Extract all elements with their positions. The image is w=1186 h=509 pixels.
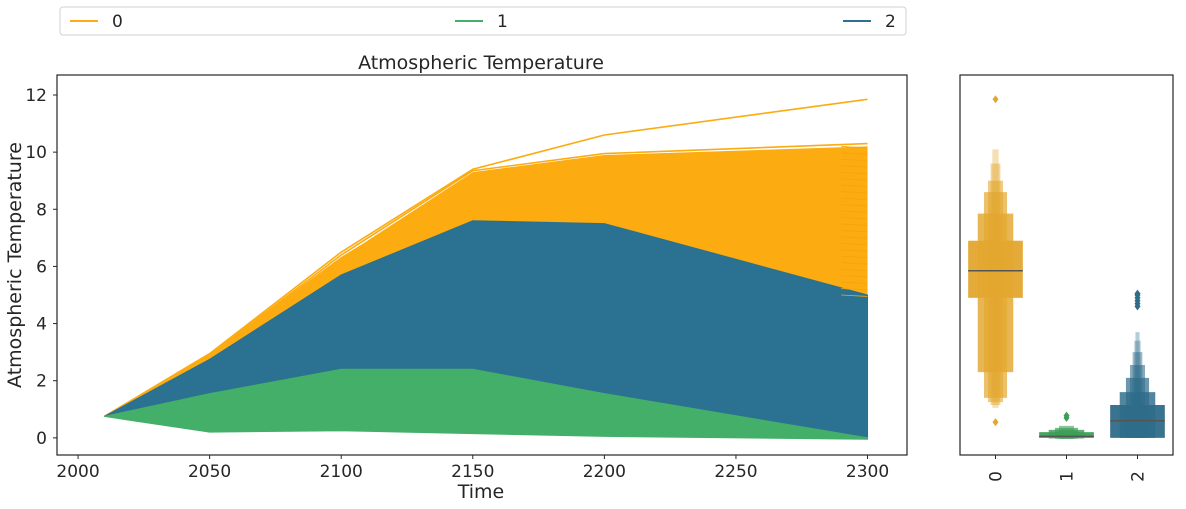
series-0-fringe bbox=[841, 152, 868, 155]
series-0-fringe bbox=[841, 275, 868, 278]
cat-tick-label-2: 2 bbox=[1129, 471, 1149, 482]
legend: 0 1 2 bbox=[59, 6, 907, 36]
series-0-fringe bbox=[841, 191, 868, 194]
y-tick-label: 12 bbox=[25, 86, 47, 106]
main-plot: 2000 2050 2100 2150 2200 2250 2300 0 2 4 6 8 10 12 bbox=[25, 74, 908, 482]
series-0-fringe bbox=[841, 255, 868, 259]
series-0-band bbox=[104, 146, 868, 417]
series-0-fringe bbox=[841, 204, 868, 207]
side-plot-frame bbox=[959, 74, 1174, 456]
y-tick-label: 8 bbox=[36, 200, 47, 220]
series-0-fringe bbox=[841, 268, 868, 271]
x-tick-label: 2050 bbox=[188, 462, 231, 482]
boxen-0-level-5 bbox=[992, 149, 999, 408]
main-plot-frame bbox=[56, 74, 908, 456]
chart-title: Atmospheric Temperature bbox=[358, 52, 604, 74]
cat-tick-label-0: 0 bbox=[987, 471, 1007, 482]
series-0-fringe bbox=[841, 171, 868, 175]
series-0-fringe bbox=[841, 210, 868, 213]
y-tick-label: 10 bbox=[25, 143, 47, 163]
series-0-fringe bbox=[841, 249, 868, 252]
x-tick-label: 2000 bbox=[56, 462, 99, 482]
x-tick-label: 2150 bbox=[451, 462, 494, 482]
series-0-fringe bbox=[841, 165, 868, 168]
boxen-0-level-3 bbox=[987, 180, 1004, 403]
series-0-fringe bbox=[841, 236, 868, 239]
series-0-fringe bbox=[841, 288, 868, 291]
x-tick-label: 2250 bbox=[714, 462, 757, 482]
series-0-fringe bbox=[841, 294, 868, 297]
boxen-2-level-3 bbox=[1129, 365, 1146, 438]
x-tick-label: 2100 bbox=[320, 462, 363, 482]
x-axis-label: Time bbox=[457, 481, 505, 503]
series-0-fringe bbox=[841, 281, 868, 284]
series-0-fringe bbox=[841, 178, 868, 181]
boxen-2-level-6 bbox=[1135, 332, 1140, 438]
side-plot: 0 1 2 bbox=[959, 74, 1174, 482]
boxen-0-outlier-0 bbox=[992, 95, 999, 104]
boxen-0-outlier-1 bbox=[992, 418, 999, 427]
x-tick-label: 2200 bbox=[583, 462, 626, 482]
y-tick-label: 0 bbox=[36, 429, 47, 449]
y-tick-label: 2 bbox=[36, 372, 47, 392]
series-0-fringe bbox=[841, 184, 868, 188]
series-0-line-0 bbox=[103, 98, 868, 418]
legend-label-1: 1 bbox=[497, 12, 508, 32]
series-0-fringe bbox=[841, 223, 868, 226]
boxen-2-level-5 bbox=[1134, 340, 1141, 438]
series-0-fringe bbox=[841, 262, 868, 265]
boxen-2-level-4 bbox=[1132, 352, 1143, 438]
legend-label-0: 0 bbox=[112, 12, 123, 32]
series-0-fringe bbox=[841, 217, 868, 220]
series-0-fringe bbox=[841, 197, 868, 200]
cat-tick-label-1: 1 bbox=[1058, 471, 1078, 482]
legend-label-2: 2 bbox=[885, 12, 896, 32]
series-0-line-4 bbox=[103, 182, 868, 418]
y-tick-label: 6 bbox=[36, 257, 47, 277]
y-tick-label: 4 bbox=[36, 315, 47, 335]
y-axis-label: Atmospheric Temperature bbox=[4, 142, 26, 388]
x-tick-label: 2300 bbox=[846, 462, 889, 482]
boxen-2-outlier-5 bbox=[1134, 289, 1141, 298]
boxen-0-level-4 bbox=[990, 163, 1001, 405]
boxen-1-outlier-1 bbox=[1063, 411, 1070, 420]
series-0-fringe bbox=[841, 242, 868, 246]
series-0-fringe bbox=[841, 146, 868, 149]
series-1-band bbox=[104, 368, 869, 440]
series-0-line-2 bbox=[103, 159, 868, 418]
series-0-fringe bbox=[841, 230, 868, 233]
series-0-fringe bbox=[841, 158, 868, 162]
